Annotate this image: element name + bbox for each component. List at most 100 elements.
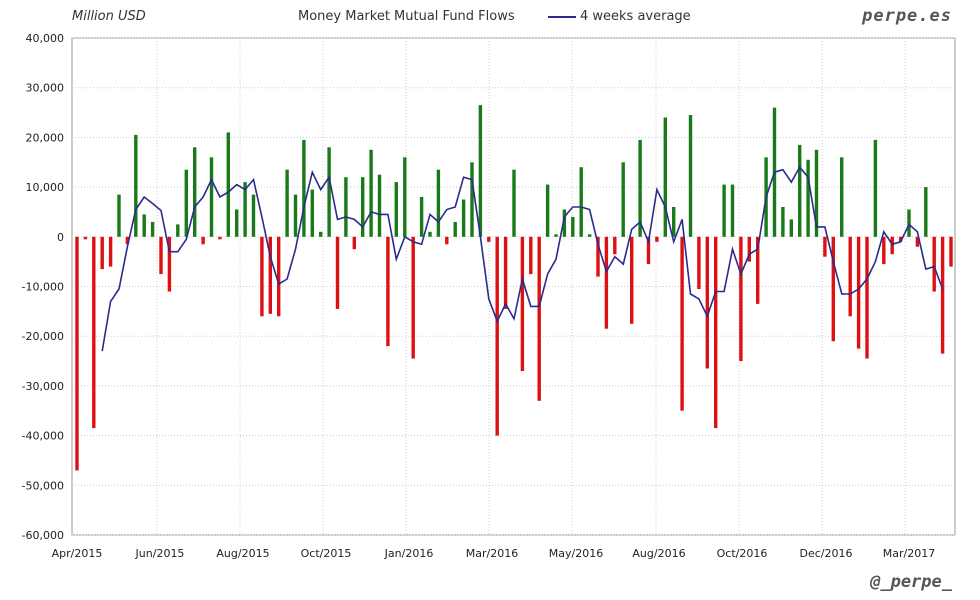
flow-bar (554, 234, 558, 237)
flow-bar (419, 197, 424, 237)
flow-bar (235, 209, 239, 237)
flow-bar (806, 159, 810, 237)
flow-bar (453, 221, 457, 237)
flow-bar (327, 147, 331, 237)
y-tick-label: -50,000 (22, 479, 64, 492)
flow-bar (571, 216, 575, 237)
flow-bar (428, 231, 432, 237)
legend: 4 weeks average (548, 9, 691, 24)
flow-bar (251, 194, 256, 237)
flow-bar (377, 174, 382, 237)
x-tick-label: Dec/2016 (800, 547, 853, 560)
flow-bar (150, 221, 155, 237)
x-tick-label: Mar/2017 (883, 547, 935, 560)
x-tick-label: Jun/2015 (135, 547, 185, 560)
twitter-handle: @_perpe_ (870, 572, 952, 592)
flow-bar (747, 236, 751, 262)
flow-bar (218, 236, 222, 240)
legend-label: 4 weeks average (580, 9, 691, 24)
flow-bar (75, 236, 79, 471)
x-tick-label: Aug/2016 (632, 547, 685, 560)
x-tick-label: Oct/2016 (717, 547, 768, 560)
x-tick-label: Oct/2015 (301, 547, 352, 560)
flow-bar (470, 162, 474, 237)
flow-bar (932, 236, 936, 292)
flow-bar (856, 236, 861, 349)
flow-bar (302, 139, 306, 237)
flow-bar (848, 236, 852, 317)
grid-lines (72, 37, 955, 536)
flow-bar (293, 194, 298, 237)
flow-bar (873, 139, 878, 237)
flow-bar (403, 157, 407, 237)
flow-bar (898, 236, 903, 242)
flow-bar (209, 157, 214, 237)
flow-bar (142, 214, 146, 237)
flow-bar (604, 236, 609, 329)
y-tick-label: -20,000 (22, 330, 64, 343)
flow-bar (949, 236, 953, 267)
flow-bar (394, 182, 398, 237)
flow-bar (663, 117, 667, 237)
flow-bar (680, 236, 684, 411)
flow-bar (646, 236, 651, 265)
flow-bar (243, 182, 247, 237)
flow-bar (117, 194, 121, 237)
flow-bar (461, 199, 466, 237)
flow-bar (789, 219, 793, 237)
flow-bar (924, 187, 928, 237)
x-axis-ticks: Apr/2015 Jun/2015 Aug/2015 Oct/2015 Jan/2016… (52, 547, 936, 560)
y-tick-label: 40,000 (26, 32, 65, 45)
x-tick-label: May/2016 (549, 547, 603, 560)
x-tick-label: Mar/2016 (466, 547, 518, 560)
flow-bar (226, 132, 230, 237)
y-tick-label: -10,000 (22, 281, 64, 294)
flow-bar (890, 236, 894, 255)
flow-bar (882, 236, 886, 265)
y-tick-label: 20,000 (26, 131, 65, 144)
flow-bar (655, 236, 659, 242)
flow-bar (579, 167, 583, 237)
flow-bar (335, 236, 340, 309)
flow-bar (688, 115, 693, 237)
flow-bar (907, 209, 911, 237)
flow-bar (159, 236, 163, 275)
flow-bar (260, 236, 264, 317)
flow-bar (823, 236, 827, 257)
y-tick-label: -30,000 (22, 380, 64, 393)
flow-bar (840, 157, 844, 237)
y-tick-label: 30,000 (26, 82, 65, 95)
flow-bar (730, 184, 735, 237)
flow-bar (445, 236, 449, 245)
flow-bar (344, 177, 348, 237)
bars-group (75, 105, 953, 471)
flow-bar (672, 207, 676, 237)
flow-bar (865, 236, 869, 359)
flow-bar (831, 236, 835, 342)
flow-bar (596, 236, 600, 277)
flow-bar (285, 169, 289, 237)
flow-bar (714, 236, 718, 429)
flow-bar (495, 236, 499, 436)
flow-bar (545, 184, 550, 237)
flow-bar (411, 236, 415, 359)
flow-bar (201, 236, 205, 245)
y-tick-label: -40,000 (22, 430, 64, 443)
flow-bar (781, 207, 785, 237)
chart-title: Money Market Mutual Fund Flows (298, 9, 515, 24)
flow-bar (722, 184, 726, 237)
flow-bar (436, 169, 441, 237)
flow-bar (100, 236, 104, 270)
flow-bar (83, 236, 88, 240)
y-tick-label: -60,000 (22, 529, 64, 542)
flow-bar (184, 169, 188, 237)
flow-bar (176, 224, 180, 237)
flow-bar (537, 236, 541, 401)
flow-bar (369, 149, 373, 237)
flow-bar (386, 236, 390, 347)
flow-bar (277, 236, 281, 317)
legend-line-swatch (548, 15, 576, 18)
flow-bar (638, 139, 642, 237)
flow-bar (125, 236, 130, 245)
